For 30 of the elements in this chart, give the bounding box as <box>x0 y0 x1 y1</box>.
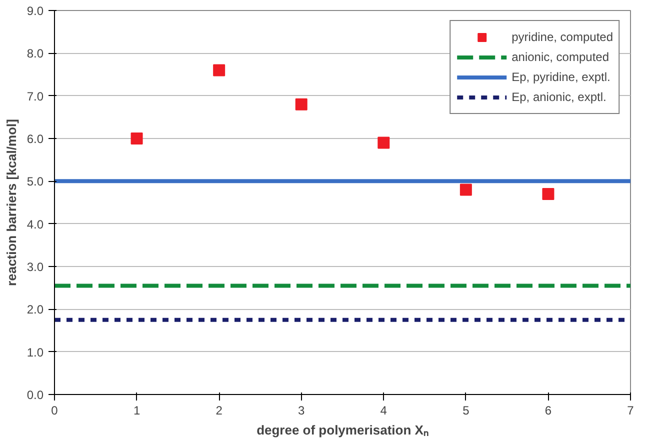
y-tick-label: 9.0 <box>26 4 44 18</box>
legend-label: Ep, anionic, exptl. <box>512 90 606 104</box>
point <box>378 136 390 149</box>
point <box>295 98 308 110</box>
legend-label: Ep, pyridine, exptl. <box>512 70 610 84</box>
y-tick-label: 1.0 <box>26 345 44 360</box>
y-tick-label: 7.0 <box>26 89 44 104</box>
point <box>130 132 143 144</box>
y-tick-label: 5.0 <box>26 174 44 189</box>
point <box>213 64 226 76</box>
x-tick-label: 1 <box>133 404 140 418</box>
x-tick-label: 0 <box>51 404 58 418</box>
y-tick-label: 0.0 <box>26 388 44 402</box>
legend-label: pyridine, computed <box>512 30 613 44</box>
point <box>460 184 472 196</box>
legend-label: anionic, computed <box>512 50 610 64</box>
y-tick-label: 6.0 <box>26 132 44 146</box>
x-tick-label: 6 <box>544 404 552 418</box>
x-axis-title: degree of polymerisation Xₙ <box>256 422 428 438</box>
point <box>542 188 554 200</box>
x-tick-label: 3 <box>298 404 306 418</box>
x-tick-label: 4 <box>380 404 388 418</box>
y-tick-label: 2.0 <box>26 302 44 317</box>
x-tick-label: 7 <box>627 404 634 418</box>
x-tick-label: 5 <box>462 404 470 418</box>
y-tick-label: 3.0 <box>26 260 44 274</box>
x-tick-label: 2 <box>216 404 223 418</box>
y-tick-label: 4.0 <box>26 217 44 232</box>
y-axis-title: reaction barriers [kcal/mol] <box>4 119 19 286</box>
y-tick-label: 8.0 <box>26 46 44 61</box>
